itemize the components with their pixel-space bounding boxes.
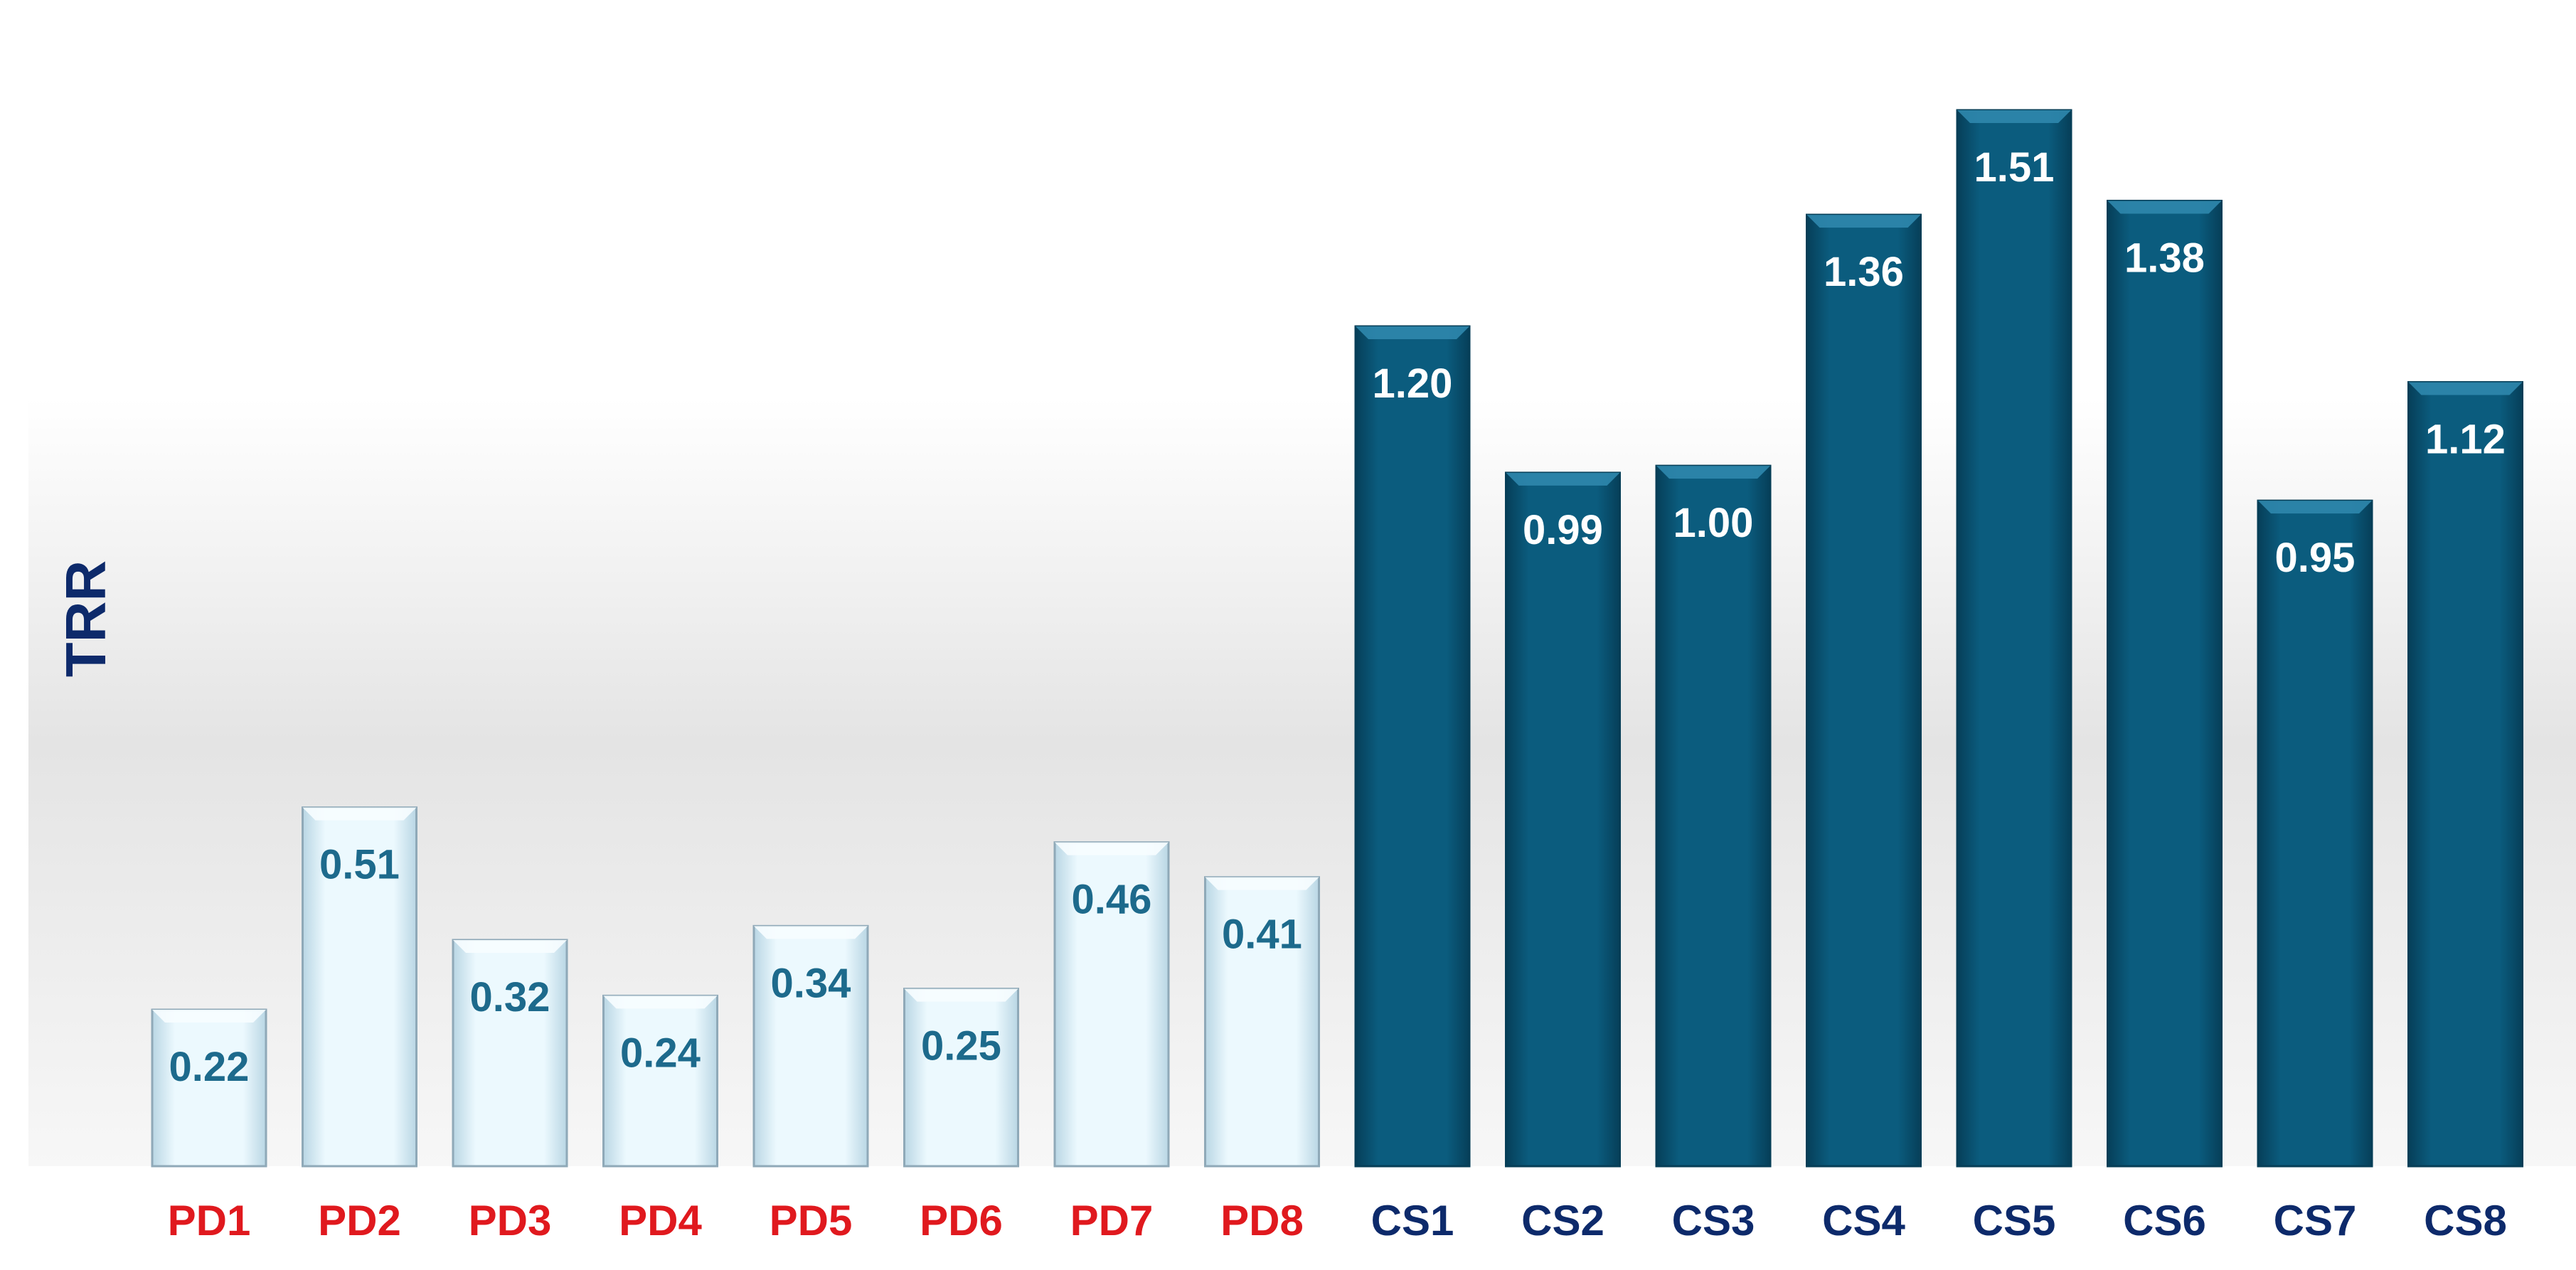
data-label-pd4: 0.24 [620,1030,701,1076]
x-tick-pd6: PD6 [920,1197,1003,1244]
x-tick-cs8: CS8 [2424,1197,2507,1244]
bars-layer [151,109,2523,1168]
data-label-pd1: 0.22 [169,1044,250,1090]
x-tick-labels-layer: PD1 PD2 PD3 PD4 PD5 PD6 PD7 PD8 CS1 CS2 CS3 CS4 CS5 C… [168,1197,2507,1244]
bar-cap [152,1010,266,1023]
data-label-pd5: 0.34 [771,960,851,1006]
bar-body [1505,471,1621,1168]
bar-cap [603,996,718,1009]
bar-pd2 [302,806,417,1168]
bar-pd7 [1053,841,1170,1168]
bar-pd4 [602,994,718,1168]
data-label-pd7: 0.46 [1072,877,1152,923]
bar-cap [1356,326,1469,339]
x-tick-pd5: PD5 [770,1197,853,1244]
bar-cap [302,807,417,821]
data-label-cs5: 1.51 [1974,144,2055,191]
bar-cap [2408,382,2523,395]
x-tick-pd7: PD7 [1070,1197,1154,1244]
bar-body [302,806,417,1168]
bar-cap [1656,466,1770,479]
x-tick-cs1: CS1 [1371,1197,1454,1244]
bar-cap [1055,842,1169,855]
x-tick-pd1: PD1 [168,1197,251,1244]
bar-cap [1957,110,2071,123]
bar-cap [754,926,868,939]
bar-body [1053,841,1170,1168]
data-label-pd8: 0.41 [1222,912,1302,958]
bar-body [1354,325,1471,1168]
bar-cs5 [1956,109,2072,1168]
y-axis-label: TRR [54,560,117,677]
bar-body [903,988,1019,1168]
bar-pd3 [452,939,568,1168]
bar-cs8 [2407,380,2523,1168]
bar-cap [2107,201,2222,214]
x-tick-cs3: CS3 [1672,1197,1755,1244]
bar-body [2107,199,2223,1168]
data-label-cs1: 1.20 [1373,361,1453,407]
bar-body [602,994,718,1168]
data-label-cs8: 1.12 [2425,416,2506,462]
data-label-cs7: 0.95 [2275,535,2356,581]
x-tick-cs7: CS7 [2274,1197,2357,1244]
data-label-pd2: 0.51 [319,842,400,888]
bar-cs3 [1655,464,1772,1168]
bar-cs4 [1806,213,1922,1168]
bar-pd8 [1204,876,1320,1168]
bar-cs7 [2257,499,2373,1168]
bar-cs6 [2107,199,2223,1168]
bar-cap [453,939,567,953]
x-tick-pd8: PD8 [1220,1197,1304,1244]
bar-cap [1506,472,1620,486]
bar-cs1 [1354,325,1471,1168]
x-tick-cs4: CS4 [1822,1197,1905,1244]
bar-pd6 [903,988,1019,1168]
bar-pd1 [151,1008,267,1168]
data-label-pd6: 0.25 [921,1023,1001,1069]
bar-cs2 [1505,471,1621,1168]
x-tick-pd3: PD3 [469,1197,552,1244]
bar-body [2407,380,2523,1168]
data-label-cs2: 0.99 [1523,507,1603,553]
bar-pd5 [752,924,869,1168]
bar-body [151,1008,267,1168]
bar-body [752,924,869,1168]
bar-body [1655,464,1772,1168]
data-label-cs6: 1.38 [2124,235,2205,281]
x-tick-pd2: PD2 [318,1197,401,1244]
bar-body [1204,876,1320,1168]
x-tick-cs5: CS5 [1973,1197,2056,1244]
bar-body [452,939,568,1168]
x-tick-pd4: PD4 [619,1197,702,1244]
bar-cap [1205,877,1319,890]
data-label-cs4: 1.36 [1824,249,1904,295]
bar-cap [2258,501,2372,514]
bar-body [1956,109,2072,1168]
bar-body [1806,213,1922,1168]
x-tick-cs2: CS2 [1521,1197,1604,1244]
data-label-cs3: 1.00 [1673,500,1754,546]
bar-cap [904,988,1018,1002]
data-labels-layer: 0.22 0.51 0.32 0.24 0.34 0.25 0.46 0.41 1.20 0.99… [169,144,2506,1090]
bar-body [2257,499,2373,1168]
data-label-pd3: 0.32 [470,974,550,1020]
x-tick-cs6: CS6 [2123,1197,2206,1244]
bar-cap [1806,215,1921,228]
